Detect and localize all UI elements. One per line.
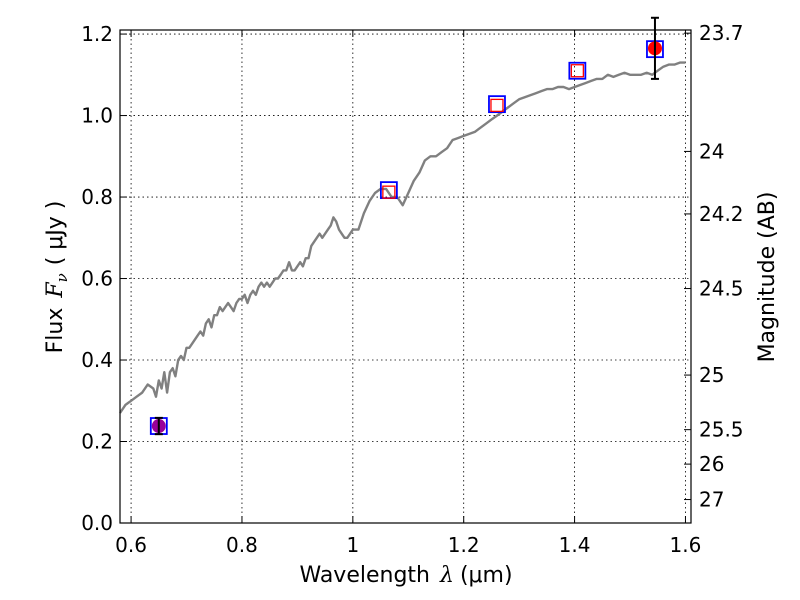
observed-point-marker <box>382 185 396 199</box>
y-tick-label: 0.6 <box>81 267 113 291</box>
x-axis-label-symbol: λ <box>439 563 454 588</box>
series-layer <box>119 61 686 414</box>
model-point-marker <box>488 95 506 114</box>
y-axis-label-symbol: F <box>43 282 68 299</box>
y-axis-label-text: Flux <box>43 308 68 354</box>
observed-point-marker <box>490 98 504 113</box>
plot-frame <box>119 29 692 524</box>
x-tick-label: 1.6 <box>670 533 702 557</box>
x-tick-label: 1.4 <box>559 533 591 557</box>
grid <box>120 30 691 524</box>
y2-tick-label: 24.2 <box>699 202 744 226</box>
y-tick-label: 0.4 <box>81 348 113 372</box>
y-axis-label: Flux Fν ( μJy ) <box>43 201 71 354</box>
y-tick-label: 0.2 <box>81 430 113 454</box>
y2-tick-label: 23.7 <box>699 21 744 45</box>
observed-point-marker <box>570 64 585 78</box>
axis-ticks: 0.6 0.8 1 1.2 1.4 1.6 0.0 0.2 0.4 0.6 0.8 1.0 1.2 23.… <box>81 21 743 557</box>
points-layer <box>149 16 664 436</box>
x-tick-label: 0.6 <box>115 533 147 557</box>
x-axis-label-unit: (μm) <box>460 563 513 588</box>
x-tick-label: 1.2 <box>448 533 480 557</box>
x-axis-label: Wavelength λ (μm) <box>299 563 512 588</box>
y-tick-label: 1.2 <box>81 22 113 46</box>
y2-tick-label: 27 <box>699 488 724 512</box>
y2-axis-label: Magnitude (AB) <box>755 192 780 363</box>
y2-tick-label: 25 <box>699 363 724 387</box>
y-tick-label: 0.0 <box>81 511 113 535</box>
y2-tick-label: 24 <box>699 139 724 163</box>
spectrum-line <box>119 61 686 414</box>
x-tick-label: 1 <box>346 533 359 557</box>
x-tick-label: 0.8 <box>226 533 258 557</box>
x-axis-label-text: Wavelength <box>299 563 430 588</box>
y-axis-label-unit: ( μJy ) <box>43 201 68 266</box>
y-axis-label-subscript: ν <box>53 273 71 282</box>
model-point-marker <box>568 61 587 80</box>
y-tick-label: 0.8 <box>81 185 113 209</box>
y-tick-label: 1.0 <box>81 104 113 128</box>
y2-tick-label: 25.5 <box>699 418 744 442</box>
y2-tick-label: 24.5 <box>699 277 744 301</box>
y2-tick-label: 26 <box>699 452 724 476</box>
